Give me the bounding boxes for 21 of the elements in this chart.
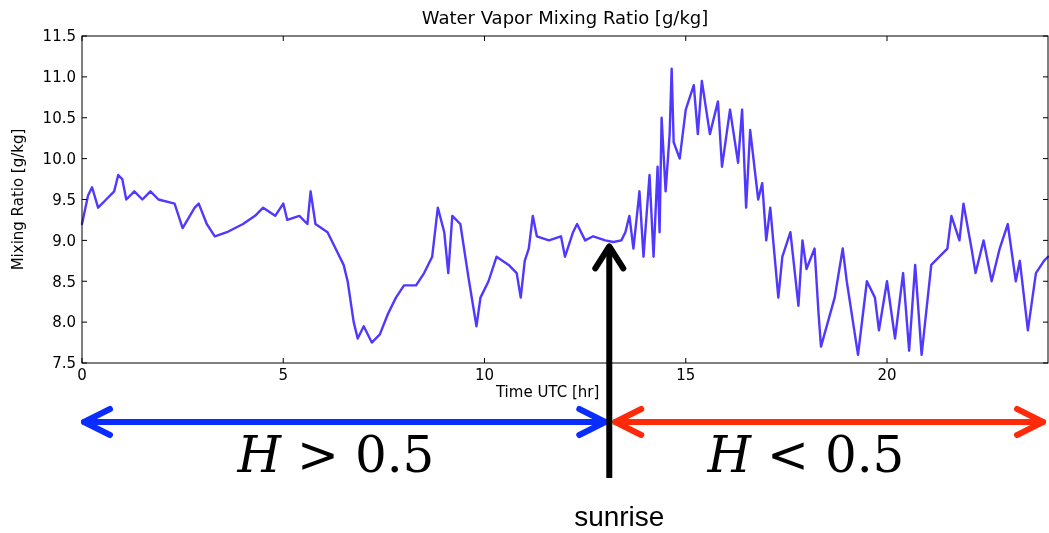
x-tick-label: 0 xyxy=(77,366,87,384)
line-series xyxy=(80,67,1049,357)
y-tick-label: 10.0 xyxy=(42,149,76,168)
x-tick-label: 20 xyxy=(877,366,897,384)
chart-title: Water Vapor Mixing Ratio [g/kg] xyxy=(421,7,709,28)
y-tick-label: 11.0 xyxy=(42,68,76,87)
ref-line-label: sunrise xyxy=(574,501,665,532)
x-tick-label: 15 xyxy=(676,366,696,384)
y-tick-label: 10.5 xyxy=(42,109,76,127)
y-tick-label: 7.5 xyxy=(52,354,76,373)
y-tick-label: 11.5 xyxy=(42,27,76,46)
text: H < 0.5 xyxy=(706,426,905,484)
x-tick-label: 5 xyxy=(278,366,289,384)
y-axis-title: Mixing Ratio [g/kg] xyxy=(9,128,27,271)
y-tick-label: 9.5 xyxy=(52,190,76,209)
y-tick-label: 9.0 xyxy=(52,231,76,250)
x-tick-label: 10 xyxy=(474,366,495,384)
text: H > 0.5 xyxy=(236,426,435,484)
y-tick-label: 8.0 xyxy=(52,313,76,332)
x-axis-title: Time UTC [hr] xyxy=(494,383,600,401)
y-tick-label: 8.5 xyxy=(52,272,76,291)
